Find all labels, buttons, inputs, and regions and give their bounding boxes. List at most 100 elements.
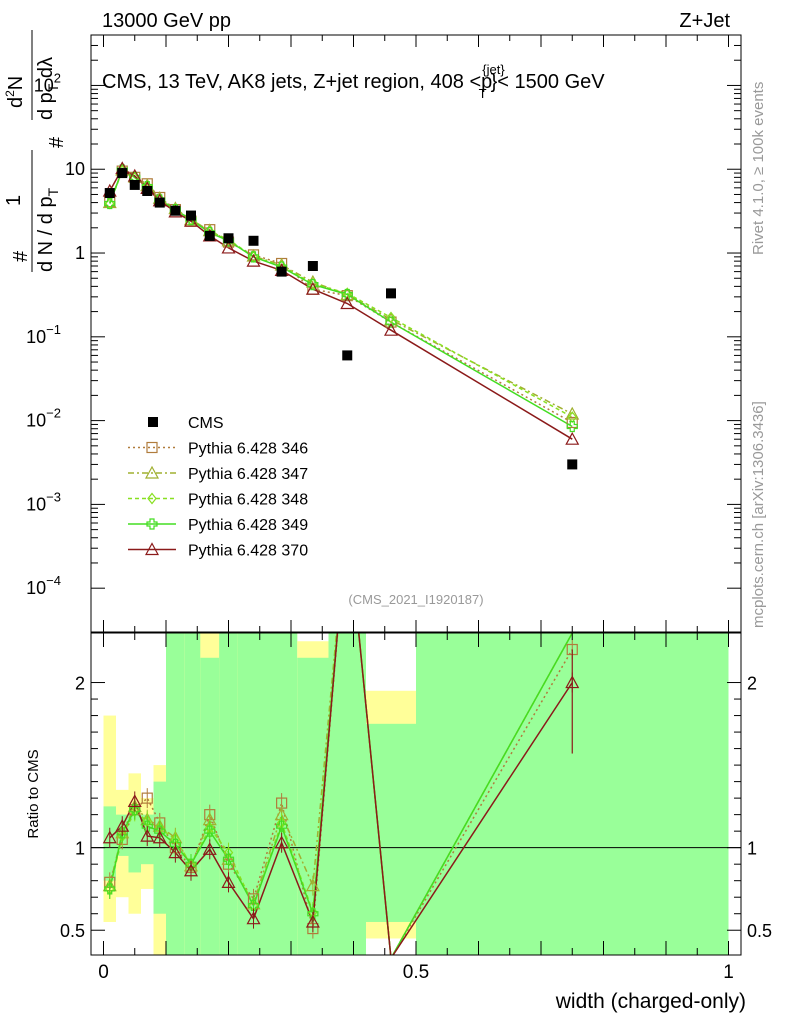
ratio-point-s370 <box>152 830 167 844</box>
uncertainty-band-inner <box>328 633 366 955</box>
ratio-tick-label-right: 0.5 <box>747 921 772 941</box>
uncertainty-band-inner <box>219 633 238 955</box>
ratio-tick-label-left: 2 <box>75 674 85 694</box>
uncertainty-band-inner <box>166 633 185 955</box>
series-point-s349 <box>341 288 353 301</box>
uncertainty-band-inner <box>237 633 266 955</box>
legend: CMS Pythia 6.428 346 Pythia 6.428 347 Pythi… <box>128 415 308 560</box>
ratio-tick-label-left: 1 <box>75 839 85 859</box>
ratio-point-s370 <box>183 863 199 877</box>
x-tick-label: 0.5 <box>403 962 429 983</box>
legend-marker-s346 <box>146 441 158 454</box>
ylabel-ratio: Ratio to CMS <box>25 749 42 838</box>
ratio-point-s370 <box>305 914 320 928</box>
series-point-s349 <box>247 251 260 263</box>
side-label-rivet: Rivet 4.1.0, ≥ 100k events <box>750 82 767 255</box>
svg-text:#: # <box>10 250 32 262</box>
series-point-s370 <box>221 240 236 254</box>
legend-marker-s348 <box>147 492 157 505</box>
y-tick-label: 10−2 <box>26 406 61 431</box>
header-right: Z+Jet <box>679 10 730 32</box>
uncertainty-band-inner <box>184 633 201 955</box>
series-point-s348 <box>386 311 396 324</box>
uncertainty-band-inner <box>366 723 416 922</box>
svg-text:d pT dλ: d pT dλ <box>35 57 61 120</box>
series-point-s370 <box>246 253 261 267</box>
series-point-s349 <box>307 278 319 291</box>
series-point-s347 <box>565 406 580 420</box>
data-point <box>248 235 259 246</box>
data-point <box>129 179 140 190</box>
ratio-point-s349 <box>141 820 153 832</box>
ratio-tick-label-right: 2 <box>747 674 757 694</box>
y-tick-label: 1 <box>75 243 85 263</box>
ratio-point-s349 <box>204 825 216 837</box>
legend-label-s370: Pythia 6.428 370 <box>188 543 308 560</box>
data-point <box>117 168 128 179</box>
xlabel: width (charged-only) <box>555 990 746 1013</box>
y-tick-label: 10 <box>65 159 85 179</box>
ratio-point-s370 <box>102 830 117 844</box>
ratio-point-s370 <box>168 845 183 859</box>
side-label-mcplots: mcplots.cern.ch [arXiv:1306.3436] <box>750 401 767 628</box>
header-left: 13000 GeV pp <box>102 10 231 32</box>
uncertainty-band-inner <box>128 814 141 873</box>
ratio-point-s349 <box>104 883 116 895</box>
data-point <box>307 261 318 272</box>
y-tick-label: 102 <box>34 70 61 95</box>
legend-label-s346: Pythia 6.428 346 <box>188 441 308 458</box>
ylabel-main: # 1 d N / d pT # d2N d pT dλ <box>3 30 68 272</box>
data-point <box>142 185 153 196</box>
ratio-tick-label-right: 1 <box>747 839 757 859</box>
data-point <box>154 197 165 208</box>
x-tick-label: 0 <box>98 962 109 983</box>
series-point-s346 <box>566 416 578 429</box>
y-tick-label: 10−1 <box>26 322 61 347</box>
legend-marker-s347 <box>144 465 160 479</box>
data-point <box>386 288 396 299</box>
analysis-id: (CMS_2021_I1920187) <box>348 592 483 607</box>
series-point-s348 <box>567 411 578 424</box>
legend-label-s349: Pythia 6.428 349 <box>188 517 308 534</box>
ratio-point-s370 <box>221 875 236 888</box>
series-point-s370 <box>183 213 199 227</box>
series-point-s349 <box>566 420 578 433</box>
legend-marker-cms <box>148 417 158 427</box>
ratio-point-s370 <box>274 835 289 849</box>
data-point <box>170 205 181 216</box>
ratio-tick-label-left: 0.5 <box>60 921 85 941</box>
ratio-point-s349 <box>129 804 141 816</box>
ratio-point-s349 <box>276 820 288 832</box>
ratio-point-s370 <box>140 828 155 842</box>
plot-title: CMS, 13 TeV, AK8 jets, Z+jet region, 408… <box>102 62 605 101</box>
data-point <box>342 350 353 361</box>
svg-text:d2N: d2N <box>3 76 27 108</box>
ratio-point-s370 <box>202 842 217 855</box>
data-point <box>567 459 578 470</box>
legend-marker-s370 <box>144 542 160 556</box>
legend-label-s347: Pythia 6.428 347 <box>188 466 308 483</box>
data-point <box>104 188 115 199</box>
series-point-s349 <box>104 197 116 210</box>
series-point-s370 <box>305 281 320 295</box>
series-point-s370 <box>565 431 580 445</box>
y-tick-label: 10−3 <box>26 489 61 514</box>
data-point <box>276 266 287 277</box>
data-point <box>186 210 196 221</box>
svg-text:d N / d pT: d N / d pT <box>35 187 61 272</box>
ratio-point-s349 <box>222 853 235 865</box>
main-plot: 102 10 1 10−1 10−2 10−3 10−4 <box>26 34 742 633</box>
ratio-point-s370 <box>246 911 261 925</box>
legend-marker-s349 <box>146 518 158 530</box>
series-point-s370 <box>340 296 355 310</box>
x-tick-label: 1 <box>723 962 734 983</box>
svg-text:1: 1 <box>3 195 25 206</box>
series-point-s370 <box>383 322 399 336</box>
data-point <box>223 233 234 244</box>
ratio-point-s349 <box>247 899 260 912</box>
ratio-point-s370 <box>127 794 142 808</box>
ratio-point-s347 <box>305 878 320 892</box>
ratio-point-s370 <box>115 818 130 832</box>
legend-label-s348: Pythia 6.428 348 <box>188 492 308 509</box>
